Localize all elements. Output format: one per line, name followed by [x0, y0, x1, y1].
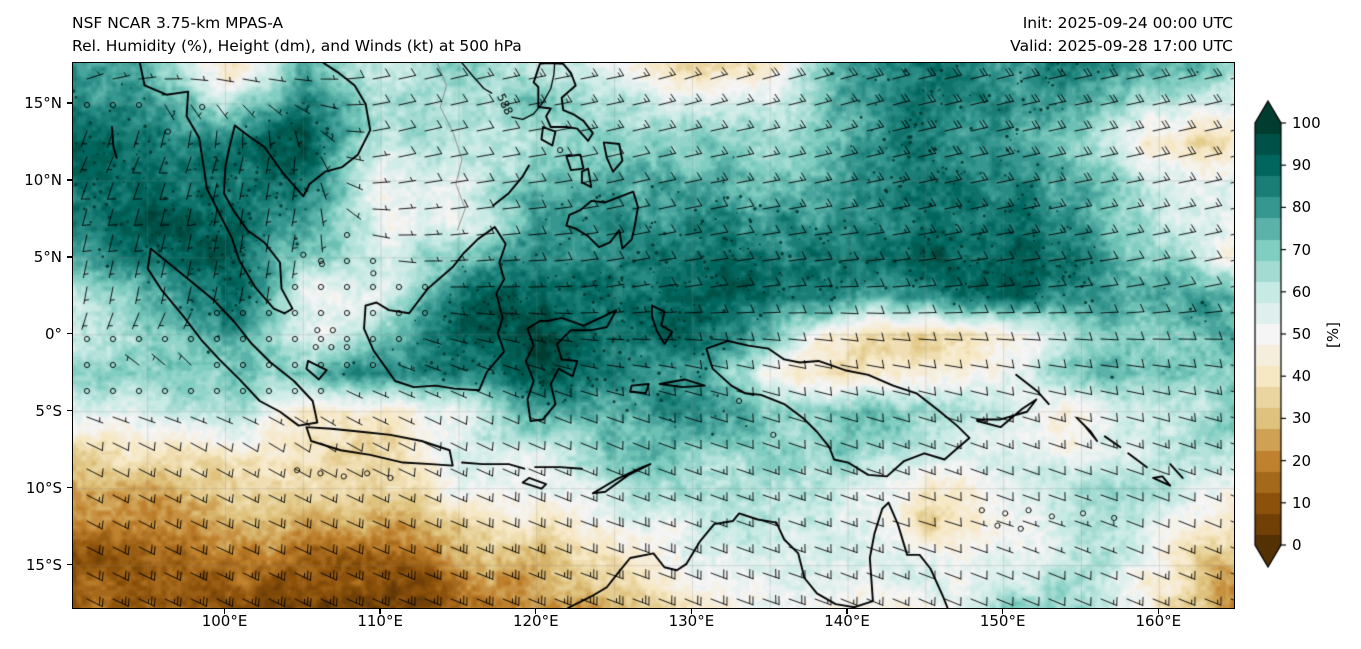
colorbar-tick-label: 0 [1292, 536, 1302, 554]
time-block: Init: 2025-09-24 00:00 UTC Valid: 2025-0… [1010, 12, 1233, 58]
y-tick-mark [67, 102, 72, 104]
x-tick-label: 120°E [512, 612, 559, 630]
x-tick-label: 130°E [668, 612, 715, 630]
colorbar-tick-label: 60 [1292, 282, 1312, 301]
colorbar-tick-label: 10 [1292, 493, 1312, 512]
colorbar-tick-label: 70 [1292, 240, 1312, 259]
x-tick-label: 140°E [824, 612, 870, 630]
x-tick-mark [223, 609, 226, 614]
y-tick-mark [67, 410, 72, 412]
field-title: Rel. Humidity (%), Height (dm), and Wind… [72, 37, 522, 55]
model-title: NSF NCAR 3.75-km MPAS-A [72, 14, 284, 32]
title-block: NSF NCAR 3.75-km MPAS-A Rel. Humidity (%… [72, 12, 522, 58]
y-tick-mark [67, 487, 72, 489]
x-tick-label: 150°E [979, 612, 1026, 630]
colorbar-tick-label: 50 [1292, 325, 1312, 343]
x-tick-mark [1001, 609, 1004, 614]
x-tick-label: 110°E [357, 612, 403, 630]
init-time: Init: 2025-09-24 00:00 UTC [1022, 14, 1233, 32]
map-panel [72, 62, 1235, 609]
colorbar-tick-label: 90 [1292, 156, 1312, 175]
x-tick-mark [379, 609, 381, 614]
y-tick-label: 15°N [24, 93, 62, 112]
colorbar-unit-label: [%] [1324, 322, 1342, 348]
colorbar-tick-label: 30 [1292, 409, 1312, 428]
y-tick-label: 0° [44, 324, 62, 343]
colorbar-tick-label: 100 [1292, 114, 1321, 132]
colorbar-tick-label: 20 [1292, 451, 1312, 470]
colorbar-canvas [1246, 85, 1361, 605]
y-tick-label: 10°S [25, 478, 62, 497]
y-tick-mark [67, 563, 72, 566]
y-tick-mark [67, 179, 72, 181]
y-tick-label: 10°N [24, 170, 62, 189]
y-tick-mark [67, 333, 72, 335]
y-tick-mark [67, 256, 72, 258]
weather-map-canvas [73, 63, 1234, 608]
x-tick-label: 160°E [1135, 612, 1182, 630]
valid-time: Valid: 2025-09-28 17:00 UTC [1010, 37, 1233, 55]
colorbar-tick-label: 80 [1292, 198, 1312, 217]
y-tick-label: 5°S [35, 401, 62, 420]
x-tick-mark [1157, 609, 1159, 614]
x-tick-mark [846, 609, 848, 614]
x-tick-mark [535, 609, 537, 614]
y-tick-label: 15°S [25, 555, 62, 574]
x-tick-label: 100°E [201, 612, 248, 630]
x-tick-mark [690, 609, 693, 614]
colorbar-tick-label: 40 [1292, 367, 1312, 386]
y-tick-label: 5°N [33, 247, 62, 266]
